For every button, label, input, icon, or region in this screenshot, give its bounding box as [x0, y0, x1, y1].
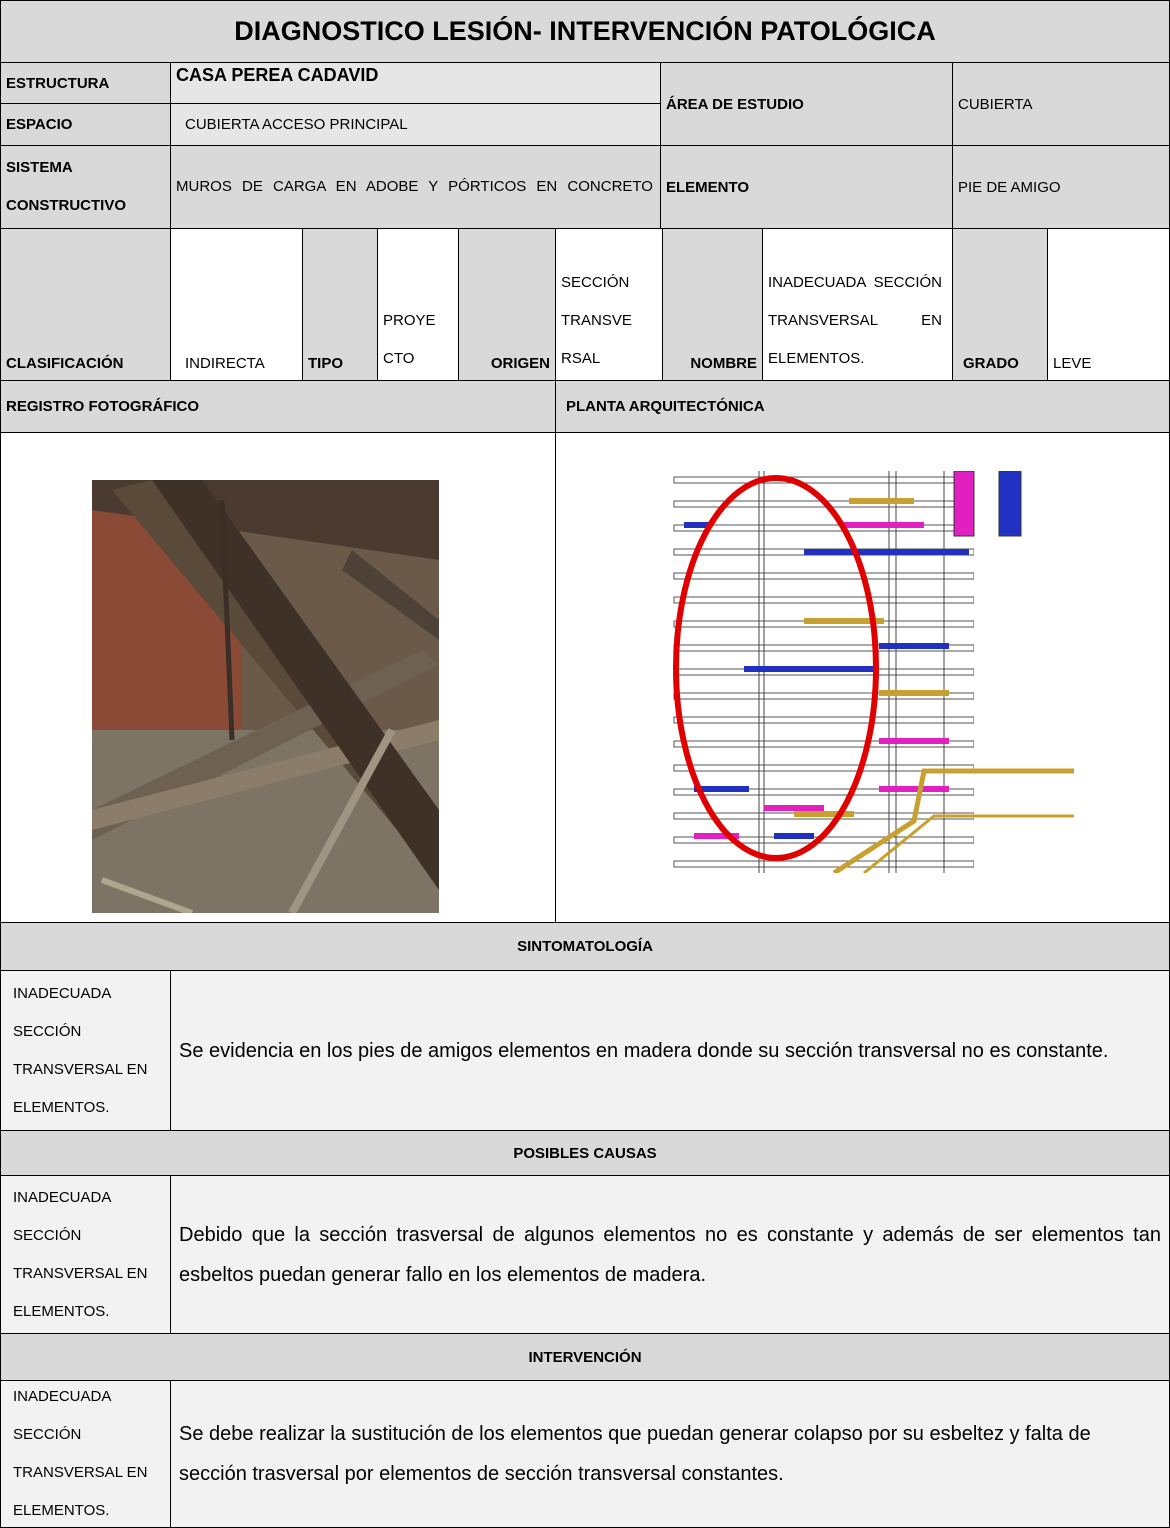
title: DIAGNOSTICO LESIÓN- INTERVENCIÓN PATOLÓG… [0, 0, 1170, 63]
label: GRADO [952, 228, 1048, 381]
lesion: INADECUADA SECCIÓN TRANSVERSAL EN ELEMEN… [0, 970, 171, 1131]
lesion: INADECUADA SECCIÓN TRANSVERSAL EN ELEMEN… [0, 1175, 171, 1334]
label: CLASIFICACIÓN [0, 228, 171, 381]
label: ORIGEN [458, 228, 556, 381]
section-title: POSIBLES CAUSAS [0, 1130, 1170, 1176]
label: REGISTRO FOTOGRÁFICO [0, 380, 556, 433]
plan-cell [555, 432, 1170, 923]
label: ESTRUCTURA [0, 62, 171, 104]
value: CUBIERTA ACCESO PRINCIPAL [170, 103, 661, 146]
value: CUBIERTA [952, 62, 1170, 146]
label: ELEMENTO [660, 145, 953, 229]
label: PLANTA ARQUITECTÓNICA [555, 380, 1170, 433]
value: PROYECTO [377, 228, 459, 381]
section-text: Se debe realizar la sustitución de los e… [170, 1380, 1170, 1528]
section-text: Debido que la sección trasversal de algu… [170, 1175, 1170, 1334]
value: INADECUADA SECCIÓN TRANSVERSAL EN ELEMEN… [762, 228, 953, 381]
label: TIPO [302, 228, 378, 381]
section-title: INTERVENCIÓN [0, 1333, 1170, 1381]
lesion: INADECUADA SECCIÓN TRANSVERSAL EN ELEMEN… [0, 1380, 171, 1528]
value: CASA PEREA CADAVID [170, 62, 661, 104]
value: SECCIÓN TRANSVERSAL [555, 228, 663, 381]
section-title: SINTOMATOLOGÍA [0, 922, 1170, 971]
plan [664, 471, 1074, 873]
photo-cell [0, 432, 556, 923]
value: INDIRECTA [170, 228, 303, 381]
value: MUROS DE CARGA EN ADOBE Y PÓRTICOS EN CO… [170, 145, 661, 229]
label: ÁREA DE ESTUDIO [660, 62, 953, 146]
label: ESPACIO [0, 103, 171, 146]
photo [92, 480, 439, 913]
section-text: Se evidencia en los pies de amigos eleme… [170, 970, 1170, 1131]
value: LEVE [1047, 228, 1170, 381]
value: PIE DE AMIGO [952, 145, 1170, 229]
label: SISTEMA CONSTRUCTIVO [0, 145, 171, 229]
label: NOMBRE [662, 228, 763, 381]
